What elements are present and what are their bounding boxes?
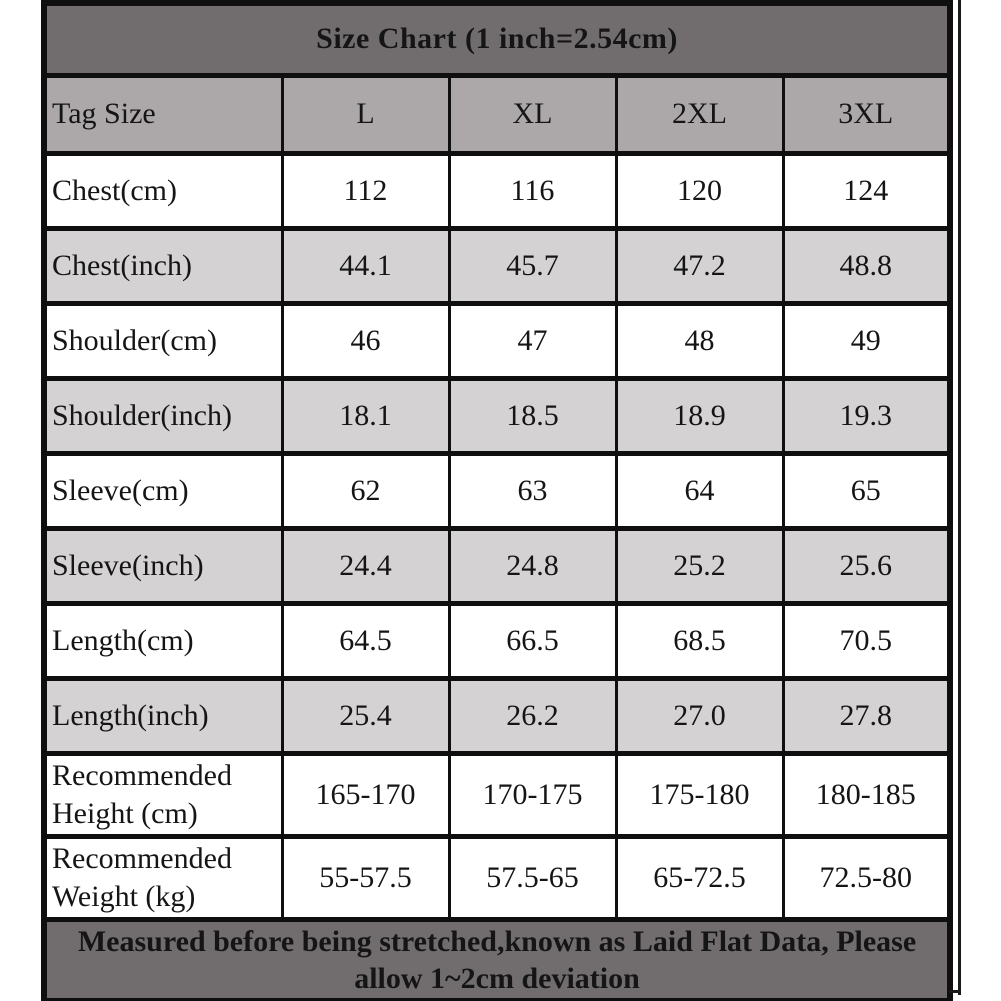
cell-value: 45.7: [447, 225, 618, 306]
cell-value: 62: [280, 450, 451, 531]
row-label: Sleeve(inch): [42, 525, 284, 606]
column-header-size-xl: XL: [447, 72, 618, 156]
cell-value: 180-185: [781, 750, 952, 839]
bottom-edge-line: [949, 990, 961, 993]
table-row-recommended-weight: Recommended Weight (kg) 55-57.5 57.5-65 …: [42, 833, 952, 922]
table-row-length-inch: Length(inch) 25.4 26.2 27.0 27.8: [42, 675, 952, 756]
table-row-chest-inch: Chest(inch) 44.1 45.7 47.2 48.8: [42, 225, 952, 306]
cell-value: 19.3: [781, 375, 952, 456]
cell-value: 24.8: [447, 525, 618, 606]
cell-value: 165-170: [280, 750, 451, 839]
cell-value: 66.5: [447, 600, 618, 681]
table-row-recommended-height: Recommended Height (cm) 165-170 170-175 …: [42, 750, 952, 839]
cell-value: 55-57.5: [280, 833, 451, 922]
cell-value: 49: [781, 300, 952, 381]
cell-value: 27.8: [781, 675, 952, 756]
cell-value: 24.4: [280, 525, 451, 606]
cell-value: 124: [781, 150, 952, 231]
cell-value: 65-72.5: [614, 833, 785, 922]
cell-value: 18.9: [614, 375, 785, 456]
cell-value: 57.5-65: [447, 833, 618, 922]
table-row-shoulder-inch: Shoulder(inch) 18.1 18.5 18.9 19.3: [42, 375, 952, 456]
cell-value: 44.1: [280, 225, 451, 306]
column-header-size-3xl: 3XL: [781, 72, 952, 156]
row-label: Chest(cm): [42, 150, 284, 231]
cell-value: 72.5-80: [781, 833, 952, 922]
cell-value: 25.2: [614, 525, 785, 606]
table-title-row: Size Chart (1 inch=2.54cm): [42, 0, 952, 78]
row-label: Shoulder(cm): [42, 300, 284, 381]
column-header-size-l: L: [280, 72, 451, 156]
page-title: Size Chart (1 inch=2.54cm): [42, 0, 952, 78]
row-label: Length(inch): [42, 675, 284, 756]
cell-value: 18.1: [280, 375, 451, 456]
cell-value: 112: [280, 150, 451, 231]
table-row-chest-cm: Chest(cm) 112 116 120 124: [42, 150, 952, 231]
cell-value: 48: [614, 300, 785, 381]
cell-value: 65: [781, 450, 952, 531]
row-label: Shoulder(inch): [42, 375, 284, 456]
table-footer-row: Measured before being stretched,known as…: [42, 916, 952, 1001]
column-header-row: Tag Size L XL 2XL 3XL: [42, 72, 952, 156]
cell-value: 170-175: [447, 750, 618, 839]
table-row-sleeve-cm: Sleeve(cm) 62 63 64 65: [42, 450, 952, 531]
row-label: Length(cm): [42, 600, 284, 681]
cell-value: 70.5: [781, 600, 952, 681]
cell-value: 25.6: [781, 525, 952, 606]
row-label: Recommended Height (cm): [42, 750, 284, 839]
cell-value: 64: [614, 450, 785, 531]
cell-value: 25.4: [280, 675, 451, 756]
cell-value: 63: [447, 450, 618, 531]
row-label: Chest(inch): [42, 225, 284, 306]
cell-value: 64.5: [280, 600, 451, 681]
cell-value: 27.0: [614, 675, 785, 756]
footnote-line-1: Measured before being stretched,known as…: [77, 924, 917, 958]
column-header-size-2xl: 2XL: [614, 72, 785, 156]
cell-value: 26.2: [447, 675, 618, 756]
column-header-tag-size: Tag Size: [42, 72, 284, 156]
row-label: Recommended Weight (kg): [42, 833, 284, 922]
footnote: Measured before being stretched,known as…: [42, 916, 952, 1001]
cell-value: 48.8: [781, 225, 952, 306]
right-edge-line: [958, 0, 961, 995]
cell-value: 46: [280, 300, 451, 381]
cell-value: 68.5: [614, 600, 785, 681]
table-row-length-cm: Length(cm) 64.5 66.5 68.5 70.5: [42, 600, 952, 681]
table-row-sleeve-inch: Sleeve(inch) 24.4 24.8 25.2 25.6: [42, 525, 952, 606]
table-row-shoulder-cm: Shoulder(cm) 46 47 48 49: [42, 300, 952, 381]
cell-value: 47.2: [614, 225, 785, 306]
cell-value: 120: [614, 150, 785, 231]
row-label: Sleeve(cm): [42, 450, 284, 531]
size-chart-table: Size Chart (1 inch=2.54cm) Tag Size L XL…: [41, 0, 954, 1001]
footnote-line-2: allow 1~2cm deviation: [354, 961, 640, 995]
cell-value: 175-180: [614, 750, 785, 839]
cell-value: 47: [447, 300, 618, 381]
cell-value: 116: [447, 150, 618, 231]
cell-value: 18.5: [447, 375, 618, 456]
